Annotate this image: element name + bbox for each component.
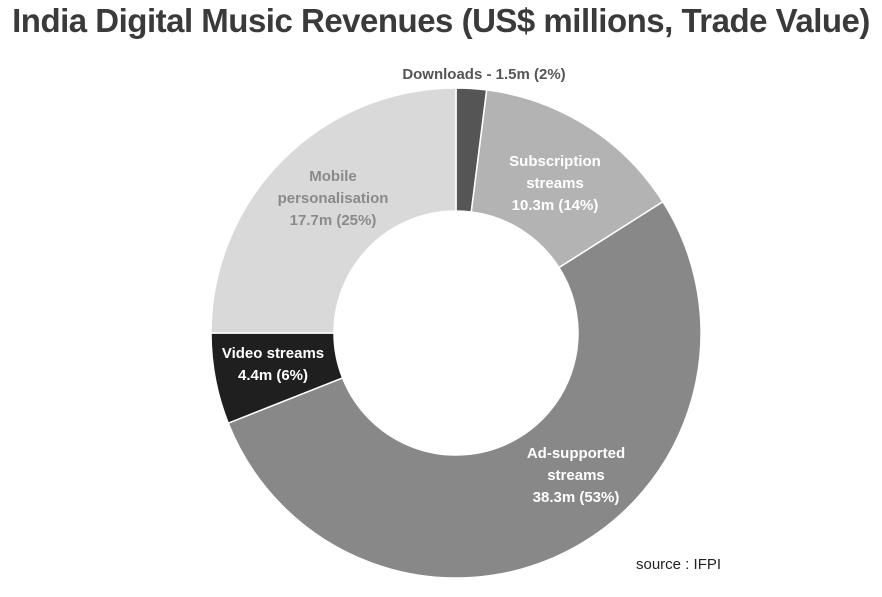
label-line: streams — [526, 175, 584, 192]
source-note: source : IFPI — [636, 556, 722, 573]
slice-subscription-streams — [470, 89, 664, 269]
slice-labels: Downloads - 1.5m (2%) Subscription streams… — [222, 66, 625, 506]
label-mobile-personalisation: Mobile personalisation 17.7m (25%) — [278, 168, 389, 229]
label-line: Subscription — [509, 153, 601, 170]
label-line: 17.7m (25%) — [290, 212, 377, 229]
slice-ad-supported-streams — [227, 200, 702, 579]
label-line: Mobile — [309, 168, 357, 185]
label-subscription-streams: Subscription streams 10.3m (14%) — [509, 153, 601, 214]
label-line: personalisation — [278, 190, 389, 207]
label-line: Video streams — [222, 345, 324, 362]
label-line: streams — [547, 467, 605, 484]
donut-slices — [210, 87, 702, 579]
label-ad-supported-streams: Ad-supported streams 38.3m (53%) — [527, 445, 625, 506]
label-line: 38.3m (53%) — [533, 489, 620, 506]
label-downloads: Downloads - 1.5m (2%) — [402, 66, 565, 83]
chart-title: India Digital Music Revenues (US$ millio… — [12, 2, 870, 39]
label-line: Ad-supported — [527, 445, 625, 462]
label-video-streams: Video streams 4.4m (6%) — [222, 345, 324, 384]
label-line: Downloads - 1.5m (2%) — [402, 66, 565, 83]
slice-mobile-personalisation — [210, 87, 457, 334]
label-line: 4.4m (6%) — [238, 367, 308, 384]
label-line: 10.3m (14%) — [512, 197, 599, 214]
